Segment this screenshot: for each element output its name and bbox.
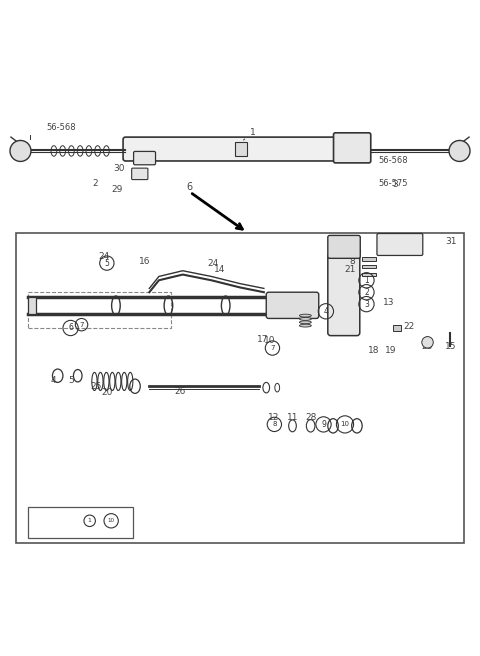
Bar bbox=[28, 297, 36, 314]
FancyBboxPatch shape bbox=[133, 152, 156, 165]
Text: 20: 20 bbox=[102, 388, 113, 397]
Ellipse shape bbox=[300, 314, 312, 317]
Text: 6: 6 bbox=[68, 323, 73, 333]
FancyBboxPatch shape bbox=[377, 234, 423, 255]
Circle shape bbox=[422, 337, 433, 348]
Bar bbox=[393, 325, 401, 331]
Text: 22: 22 bbox=[404, 322, 415, 331]
Text: 28: 28 bbox=[305, 413, 316, 422]
Text: 13: 13 bbox=[383, 298, 395, 307]
Text: 26: 26 bbox=[174, 387, 185, 396]
Text: 18: 18 bbox=[368, 346, 380, 355]
Text: 24: 24 bbox=[98, 252, 109, 261]
Text: 4: 4 bbox=[50, 376, 56, 385]
Text: 4: 4 bbox=[324, 307, 328, 316]
Bar bbox=[16, 233, 464, 543]
Text: 6: 6 bbox=[187, 182, 193, 192]
FancyBboxPatch shape bbox=[328, 254, 360, 336]
FancyBboxPatch shape bbox=[28, 507, 132, 538]
Text: 24: 24 bbox=[207, 259, 219, 268]
Text: 12: 12 bbox=[268, 413, 279, 422]
Text: 9: 9 bbox=[321, 420, 326, 429]
Ellipse shape bbox=[300, 324, 312, 327]
Text: 1: 1 bbox=[243, 128, 255, 140]
Text: 2: 2 bbox=[92, 179, 98, 188]
Text: 8: 8 bbox=[350, 256, 356, 266]
Bar bbox=[362, 257, 376, 261]
Text: 10: 10 bbox=[264, 337, 276, 345]
Text: 25: 25 bbox=[91, 382, 102, 391]
Bar bbox=[235, 142, 247, 156]
Text: 17: 17 bbox=[257, 335, 268, 344]
Text: 19: 19 bbox=[385, 346, 396, 355]
Text: 2: 2 bbox=[364, 288, 369, 297]
Text: 7: 7 bbox=[79, 321, 84, 327]
Text: 5: 5 bbox=[105, 258, 109, 268]
Ellipse shape bbox=[300, 318, 312, 320]
Text: 9: 9 bbox=[356, 248, 361, 257]
Text: 14: 14 bbox=[214, 265, 225, 274]
Text: 8: 8 bbox=[272, 421, 276, 428]
Text: 30: 30 bbox=[114, 165, 125, 173]
Text: THE NO. 27 :: THE NO. 27 : bbox=[33, 518, 83, 527]
Text: 10: 10 bbox=[108, 518, 115, 523]
Bar bbox=[28, 292, 171, 328]
Text: 1: 1 bbox=[364, 276, 369, 285]
Ellipse shape bbox=[300, 321, 312, 323]
Text: 31: 31 bbox=[445, 237, 456, 247]
Text: NOTE: NOTE bbox=[33, 510, 56, 520]
FancyBboxPatch shape bbox=[266, 292, 319, 318]
Text: 10: 10 bbox=[340, 421, 349, 428]
Text: 56-575: 56-575 bbox=[378, 179, 408, 188]
Text: 11: 11 bbox=[287, 413, 298, 422]
FancyBboxPatch shape bbox=[328, 236, 360, 258]
Bar bbox=[362, 273, 376, 276]
Text: 56-568: 56-568 bbox=[47, 123, 76, 133]
Text: 23: 23 bbox=[421, 342, 432, 351]
Circle shape bbox=[449, 140, 470, 161]
Text: 1: 1 bbox=[88, 518, 92, 523]
FancyBboxPatch shape bbox=[334, 133, 371, 163]
Text: 29: 29 bbox=[111, 186, 122, 194]
Text: 5: 5 bbox=[68, 376, 74, 385]
FancyBboxPatch shape bbox=[132, 168, 148, 180]
Text: 15: 15 bbox=[445, 342, 456, 351]
FancyBboxPatch shape bbox=[123, 137, 343, 161]
Text: 16: 16 bbox=[139, 256, 150, 266]
Text: 7: 7 bbox=[270, 345, 275, 351]
Text: ~: ~ bbox=[97, 518, 104, 527]
Text: 3: 3 bbox=[364, 300, 369, 308]
Bar bbox=[362, 264, 376, 268]
Text: 3: 3 bbox=[393, 180, 398, 189]
Text: 56-568: 56-568 bbox=[378, 155, 408, 165]
Text: 21: 21 bbox=[344, 264, 355, 274]
Circle shape bbox=[10, 140, 31, 161]
